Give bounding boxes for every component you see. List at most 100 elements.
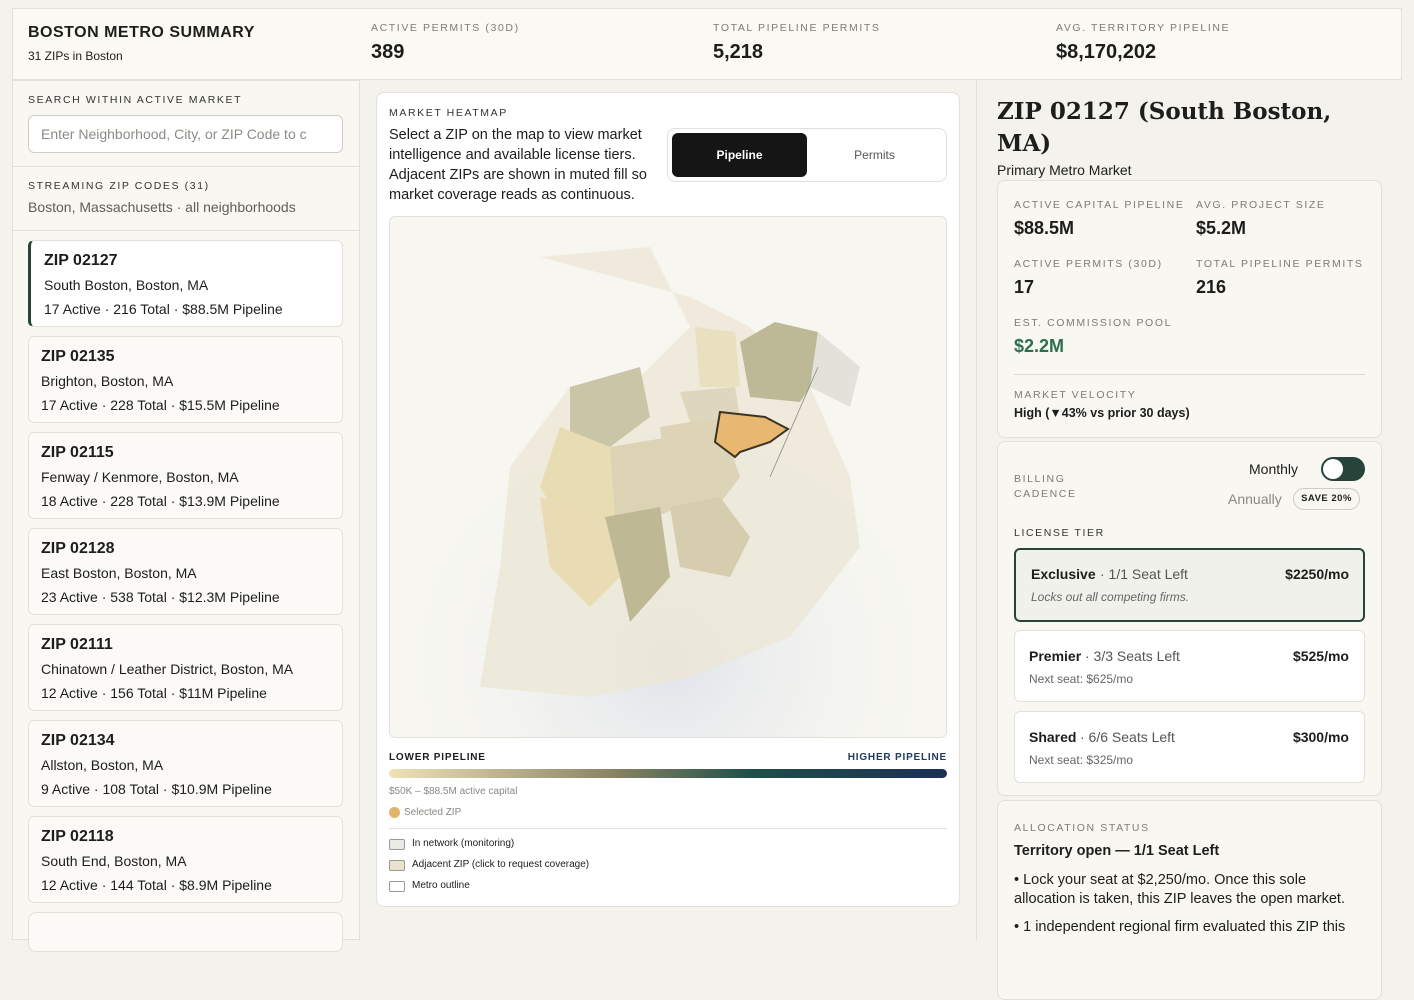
zip-card[interactable] xyxy=(28,240,343,327)
legend-high: HIGHER PIPELINE xyxy=(847,752,947,763)
allocation-label: ALLOCATION STATUS xyxy=(1014,822,1150,834)
zip-stats: 12 Active · 144 Total · $8.9M Pipeline xyxy=(41,877,272,893)
zip-name: East Boston, Boston, MA xyxy=(41,565,197,581)
zip-card[interactable] xyxy=(28,624,343,711)
metric-value: $5.2M xyxy=(1196,218,1247,238)
legend-low: LOWER PIPELINE xyxy=(389,752,486,763)
key-label: Metro outline xyxy=(412,880,470,891)
legend-gradient xyxy=(389,769,947,778)
legend-range: $50K – $88.5M active capital xyxy=(389,786,518,797)
connector xyxy=(769,366,819,478)
divider xyxy=(976,80,977,940)
metric-label: EST. COMMISSION POOL xyxy=(1014,317,1173,329)
key-label: Adjacent ZIP (click to request coverage) xyxy=(412,859,590,870)
divider xyxy=(12,166,360,167)
allocation-bullet: • Lock your seat at $2,250/mo. Once this… xyxy=(1014,872,1345,907)
metric-label: TOTAL PIPELINE PERMITS xyxy=(1196,258,1364,270)
streaming-label: STREAMING ZIP CODES (31) xyxy=(28,180,210,192)
map-description: Select a ZIP on the map to view market i… xyxy=(389,127,647,203)
stat-value: 389 xyxy=(371,41,405,63)
zip-region[interactable] xyxy=(610,437,680,527)
toggle-knob xyxy=(1323,459,1343,479)
zip-name: South End, Boston, MA xyxy=(41,853,187,869)
map[interactable] xyxy=(389,216,947,738)
detail-title: ZIP 02127 (South Boston, MA) xyxy=(997,98,1332,157)
tier-name: Shared xyxy=(1029,729,1077,745)
tier-name: Exclusive xyxy=(1031,566,1096,582)
allocation-bullet: • 1 independent regional firm evaluated … xyxy=(1014,919,1346,935)
divider xyxy=(12,230,360,231)
key-swatch xyxy=(389,839,405,850)
zip-region[interactable] xyxy=(540,497,620,607)
legend-selected: Selected ZIP xyxy=(404,807,462,818)
toggle-pipeline[interactable]: Pipeline xyxy=(672,133,807,177)
metric-value: 17 xyxy=(1014,277,1035,297)
zip-code: ZIP 02118 xyxy=(41,828,114,845)
tier-note: Locks out all competing firms. xyxy=(1031,590,1190,604)
stat-value: $8,170,202 xyxy=(1056,41,1157,63)
metric-label: ACTIVE PERMITS (30D) xyxy=(1014,258,1163,270)
tier-price: $2250/mo xyxy=(1285,566,1349,582)
zip-card[interactable] xyxy=(28,816,343,903)
zip-card[interactable] xyxy=(28,432,343,519)
metric-label: ACTIVE CAPITAL PIPELINE xyxy=(1014,199,1185,211)
zip-card-partial[interactable] xyxy=(28,912,343,952)
allocation-heading: Territory open — 1/1 Seat Left xyxy=(1014,843,1220,859)
stat-value: 5,218 xyxy=(713,41,764,63)
zip-name: Fenway / Kenmore, Boston, MA xyxy=(41,469,239,485)
zip-card[interactable] xyxy=(28,336,343,423)
metrics-card xyxy=(997,180,1382,438)
key-swatch xyxy=(389,860,405,871)
zip-name: Chinatown / Leather District, Boston, MA xyxy=(41,661,294,677)
tier-seats: · 6/6 Seats Left xyxy=(1080,729,1175,745)
zip-region[interactable] xyxy=(810,332,860,407)
zip-stats: 17 Active · 216 Total · $88.5M Pipeline xyxy=(44,301,283,317)
zip-card[interactable] xyxy=(28,720,343,807)
tier-card[interactable] xyxy=(1014,711,1365,783)
divider xyxy=(1014,374,1365,375)
save-pill: SAVE 20% xyxy=(1293,488,1360,510)
tier-note: Next seat: $325/mo xyxy=(1029,753,1134,767)
metric-value: $2.2M xyxy=(1014,336,1065,356)
zip-region[interactable] xyxy=(740,322,818,402)
search-input[interactable]: Enter Neighborhood, City, or ZIP Code to… xyxy=(28,115,343,153)
zip-region[interactable] xyxy=(695,327,740,387)
zip-code: ZIP 02127 xyxy=(44,252,118,269)
divider xyxy=(389,828,947,829)
billing-toggle[interactable] xyxy=(1321,457,1365,481)
monthly: Monthly xyxy=(1249,461,1299,477)
subtitle: 31 ZIPs in Boston xyxy=(28,49,123,63)
selected-zip[interactable] xyxy=(713,410,790,459)
zip-stats: 18 Active · 228 Total · $13.9M Pipeline xyxy=(41,493,280,509)
zip-region[interactable] xyxy=(670,497,750,577)
zip-code: ZIP 02115 xyxy=(41,444,114,461)
tier-card[interactable] xyxy=(1014,630,1365,702)
annually: Annually xyxy=(1228,491,1282,507)
key-label: In network (monitoring) xyxy=(412,838,515,849)
tier-price: $525/mo xyxy=(1292,648,1349,664)
tier-card[interactable] xyxy=(1014,548,1365,622)
stat-label: ACTIVE PERMITS (30D) xyxy=(371,22,520,34)
zip-region[interactable] xyxy=(605,507,670,622)
page: BOSTON METRO SUMMARY 31 ZIPs in Boston S… xyxy=(12,8,1402,1000)
zip-card[interactable] xyxy=(28,528,343,615)
detail-subtitle: Primary Metro Market xyxy=(997,162,1132,178)
streaming-sub: Boston, Massachusetts · all neighborhood… xyxy=(28,199,296,215)
toggle-permits[interactable]: Permits xyxy=(854,148,895,162)
zip-name: Allston, Boston, MA xyxy=(41,757,164,773)
zip-stats: 17 Active · 228 Total · $15.5M Pipeline xyxy=(41,397,280,413)
zip-name: Brighton, Boston, MA xyxy=(41,373,174,389)
metric-value: 216 xyxy=(1196,277,1227,297)
key-swatch xyxy=(389,881,405,892)
title: BOSTON METRO SUMMARY xyxy=(28,24,255,41)
zip-code: ZIP 02111 xyxy=(41,636,113,653)
zip-stats: 9 Active · 108 Total · $10.9M Pipeline xyxy=(41,781,272,797)
tier-seats: · 3/3 Seats Left xyxy=(1085,648,1180,664)
zip-name: South Boston, Boston, MA xyxy=(44,277,209,293)
zip-region[interactable] xyxy=(570,367,650,447)
metric-label: AVG. PROJECT SIZE xyxy=(1196,199,1326,211)
velocity-label: MARKET VELOCITY xyxy=(1014,389,1137,401)
stat-label: TOTAL PIPELINE PERMITS xyxy=(713,22,881,34)
velocity: High (▼43% vs prior 30 days) xyxy=(1014,406,1190,420)
zip-stats: 12 Active · 156 Total · $11M Pipeline xyxy=(41,685,267,701)
